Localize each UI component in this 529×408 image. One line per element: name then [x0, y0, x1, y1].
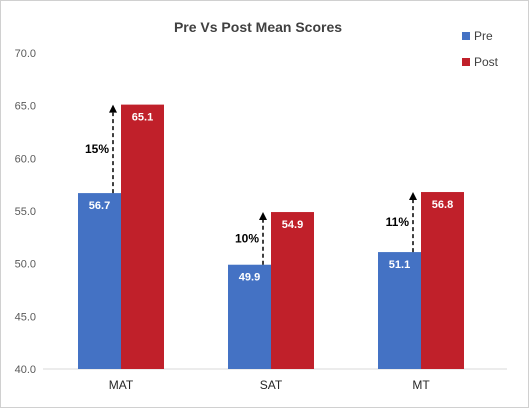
y-tick-label: 60.0	[15, 153, 36, 165]
data-label-post-mat: 65.1	[132, 112, 153, 124]
y-tick-label: 40.0	[15, 364, 36, 376]
bar-pre-sat	[228, 264, 271, 369]
legend-label-pre: Pre	[474, 29, 493, 43]
bar-pre-mat	[78, 193, 121, 369]
y-tick-label: 65.0	[15, 101, 36, 113]
bar-post-mat	[121, 104, 164, 369]
x-category-label: MAT	[109, 378, 134, 392]
increase-percent-label: 11%	[386, 215, 410, 229]
legend: Pre Post	[462, 29, 499, 69]
chart-title: Pre Vs Post Mean Scores	[174, 19, 342, 35]
legend-swatch-post	[462, 58, 470, 66]
y-tick-label: 55.0	[15, 206, 36, 218]
y-tick-label: 70.0	[15, 48, 36, 60]
increase-arrow-head	[259, 212, 267, 221]
legend-label-post: Post	[474, 55, 499, 69]
bar-post-sat	[271, 212, 314, 369]
increase-percent-label: 10%	[235, 231, 259, 245]
y-tick-label: 50.0	[15, 259, 36, 271]
y-tick-label: 45.0	[15, 311, 36, 323]
legend-swatch-pre	[462, 32, 470, 40]
increase-arrows: 15% 10% 11%	[85, 104, 417, 265]
bar-post-mt	[421, 192, 464, 369]
x-axis-categories: MAT SAT MT	[109, 378, 431, 392]
data-label-pre-sat: 49.9	[239, 272, 260, 284]
increase-percent-label: 15%	[85, 142, 109, 156]
increase-arrow-head	[409, 192, 417, 201]
x-category-label: MT	[412, 378, 430, 392]
data-label-post-sat: 54.9	[282, 219, 303, 231]
x-category-label: SAT	[260, 378, 283, 392]
increase-arrow-head	[109, 104, 117, 113]
bars: 56.7 65.1 49.9 54.9 51.1 56.8	[78, 104, 464, 369]
data-label-pre-mat: 56.7	[89, 200, 110, 212]
data-label-pre-mt: 51.1	[389, 259, 410, 271]
y-axis: 70.0 65.0 60.0 55.0 50.0 45.0 40.0	[15, 48, 36, 376]
data-label-post-mt: 56.8	[432, 199, 453, 211]
bar-pre-mt	[378, 252, 421, 369]
